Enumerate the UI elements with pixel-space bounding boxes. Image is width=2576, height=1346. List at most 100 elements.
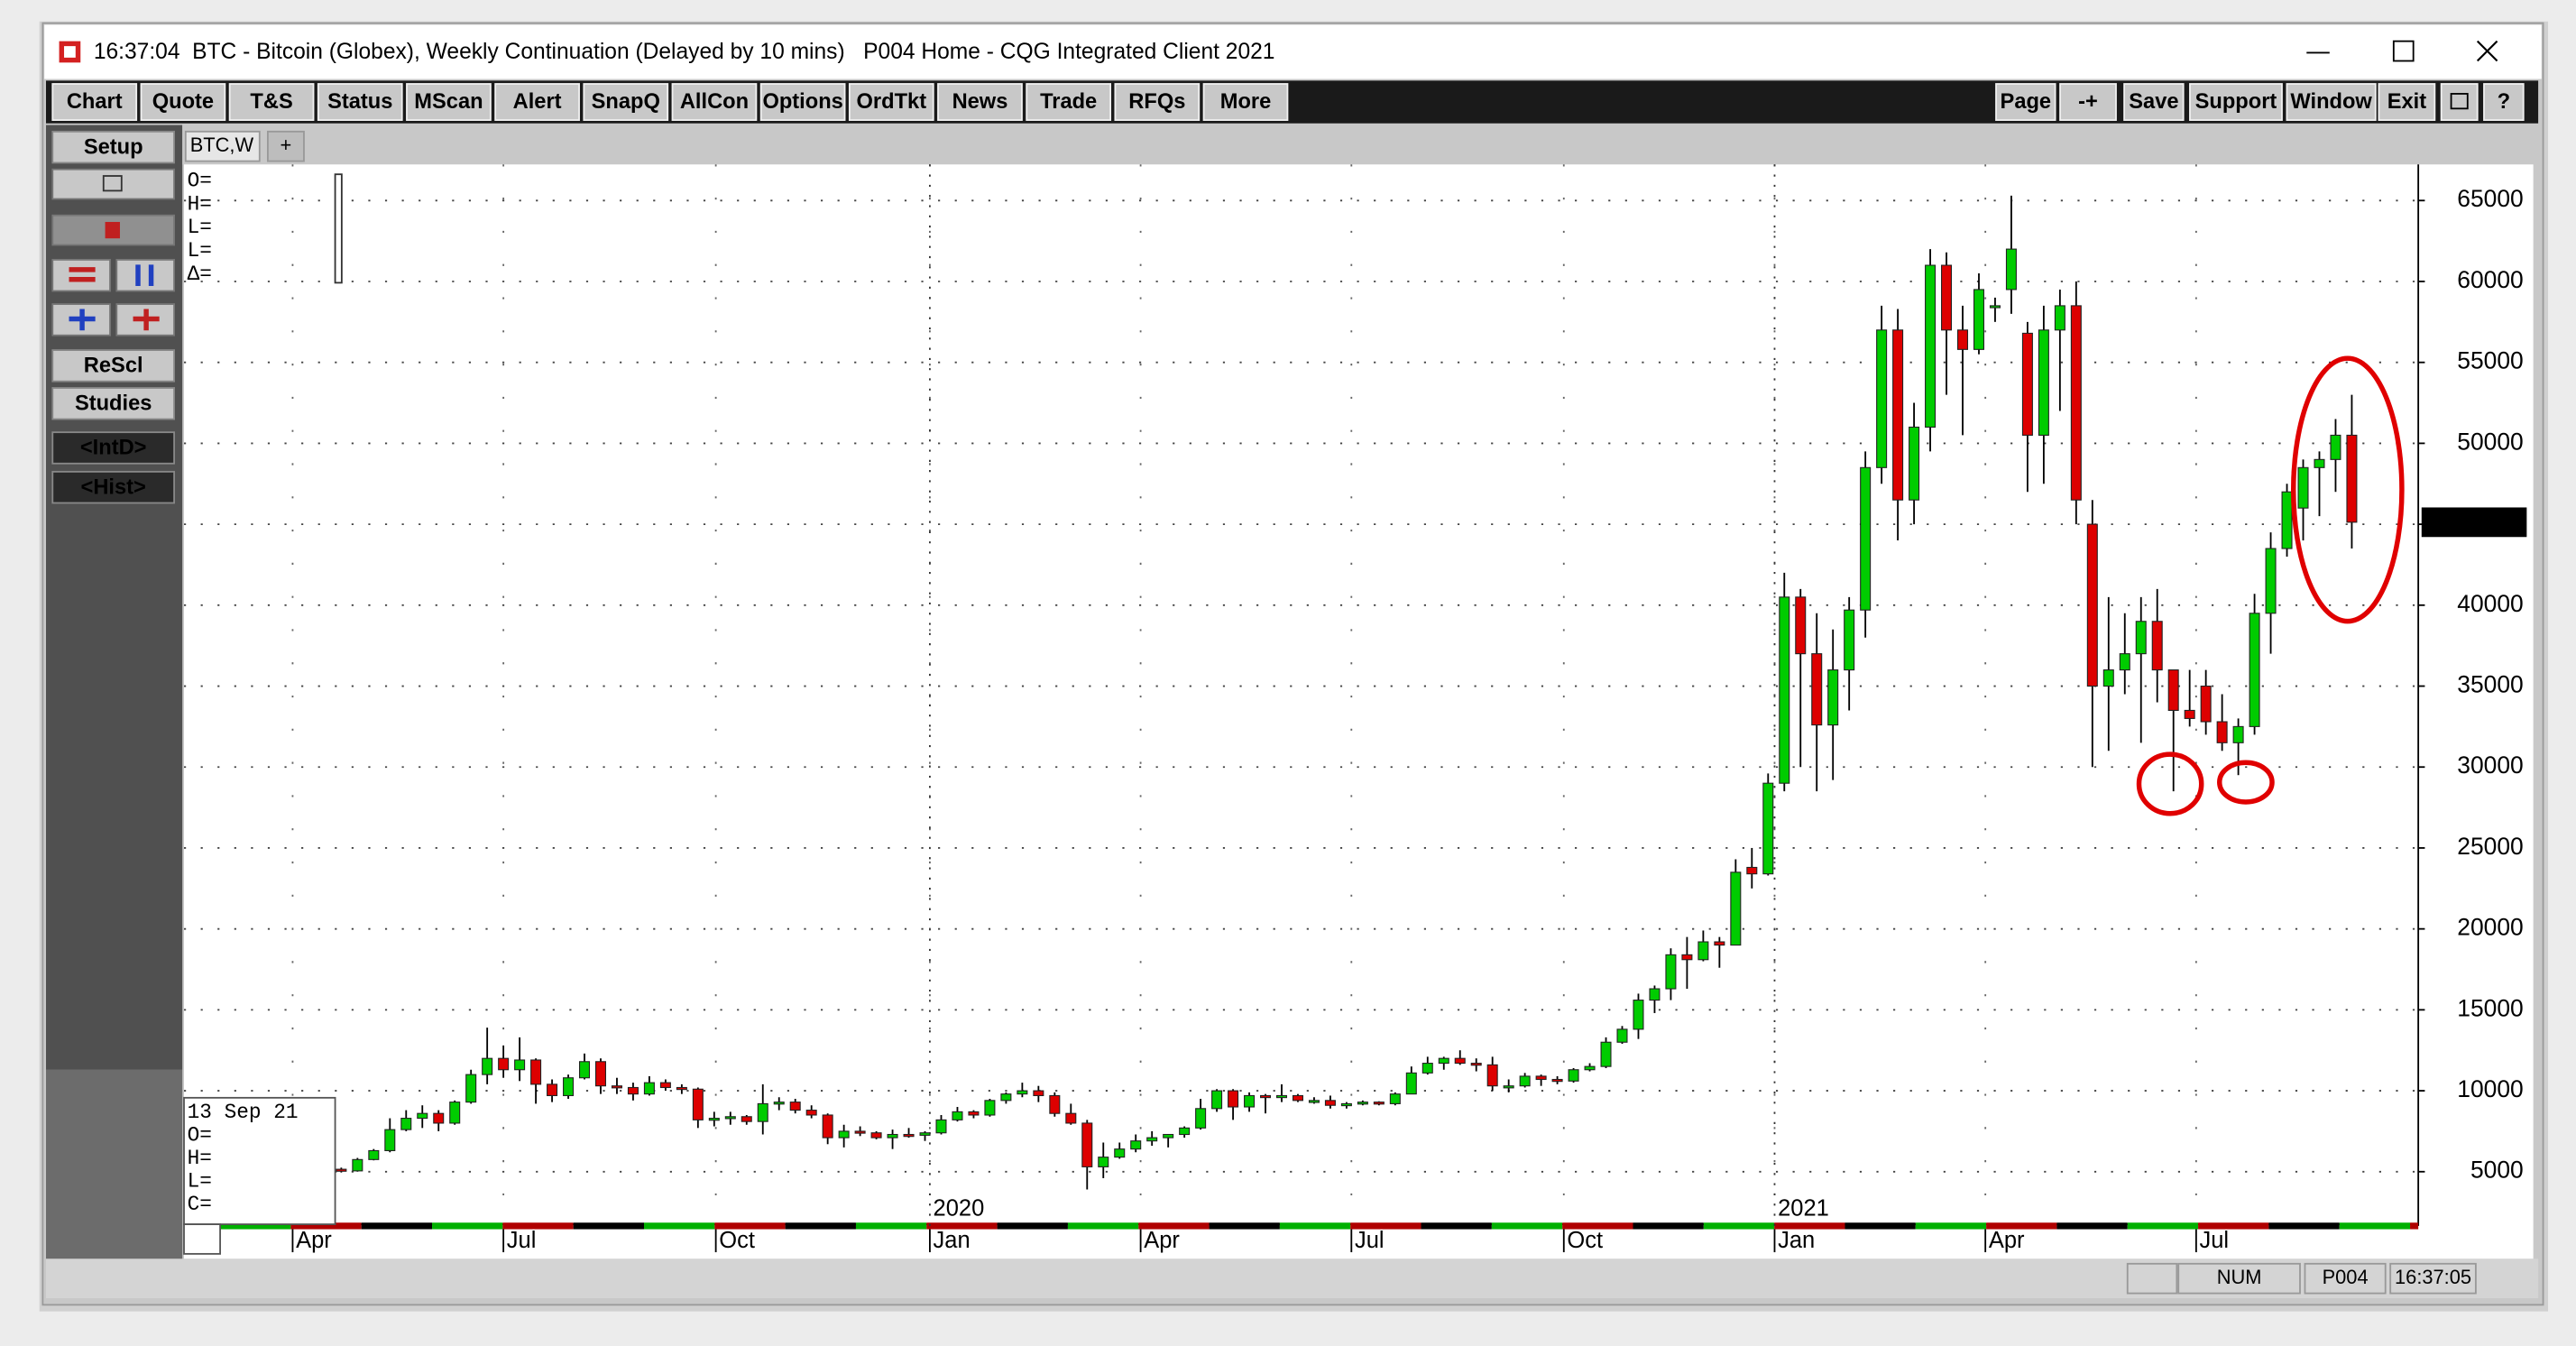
- toolbar-button[interactable]: [937, 83, 1023, 121]
- candle-body: [2346, 434, 2358, 523]
- info-field: L=: [188, 216, 212, 239]
- candle-body: [1179, 1127, 1191, 1136]
- candle-body: [2038, 329, 2049, 436]
- toolbar-button[interactable]: [1995, 83, 2056, 121]
- candle-body: [1454, 1057, 1466, 1065]
- side-button[interactable]: [51, 130, 175, 164]
- candle-body: [2102, 669, 2114, 687]
- y-tick-label: 5000: [2470, 1157, 2524, 1184]
- candle-body: [336, 1168, 347, 1172]
- candle-body: [1746, 866, 1758, 875]
- plot: 5000 10000 15000 20000 25000 30000 35000 40000 4…: [184, 164, 2527, 1253]
- toolbar-button[interactable]: [2123, 83, 2185, 121]
- toolbar-button[interactable]: [583, 83, 669, 121]
- app-icon-inner: [64, 46, 76, 58]
- axis-band: [2268, 1222, 2340, 1230]
- candle-body: [1892, 329, 1904, 501]
- candle-body: [643, 1082, 655, 1095]
- tab[interactable]: [184, 130, 261, 162]
- candle-body: [1860, 466, 1872, 611]
- info-marker: [334, 173, 343, 284]
- axis-band: [1915, 1222, 1987, 1230]
- toolbar-button[interactable]: [2189, 83, 2283, 121]
- toolbar-button-label: Trade: [1040, 90, 1097, 114]
- candle-body: [2086, 523, 2098, 687]
- axis-band: [1067, 1222, 1139, 1230]
- axis-band: [1421, 1222, 1492, 1230]
- status-cell: [2389, 1262, 2477, 1295]
- axis-band: [220, 1222, 291, 1230]
- scroll-left-button[interactable]: [51, 259, 111, 292]
- annotation-circle: [2217, 760, 2275, 805]
- toolbar-button[interactable]: [848, 83, 934, 121]
- toolbar-button-label: Quote: [152, 90, 214, 114]
- axis-band: [1774, 1222, 1845, 1230]
- side-button[interactable]: [51, 470, 175, 504]
- axis-band: [2056, 1222, 2128, 1230]
- status-cell: [2304, 1262, 2387, 1295]
- candle-body: [1308, 1100, 1320, 1103]
- candle-body: [2330, 434, 2341, 460]
- candle-body: [530, 1059, 542, 1085]
- axis-band: [2410, 1222, 2419, 1230]
- toolbar-button-label: More: [1220, 90, 1272, 114]
- axis-band: [1491, 1222, 1563, 1230]
- toolbar-button[interactable]: [2059, 83, 2117, 121]
- side-button-label: <IntD>: [80, 437, 147, 460]
- close-button[interactable]: [2476, 40, 2498, 62]
- toolbar-button[interactable]: [2378, 83, 2436, 121]
- candle-body: [1876, 329, 1888, 468]
- side-button[interactable]: [51, 431, 175, 465]
- candle-body: [1486, 1064, 1498, 1087]
- print-button[interactable]: [51, 168, 175, 200]
- side-button[interactable]: [51, 387, 175, 420]
- candle-body: [2054, 305, 2065, 331]
- info-date: 13 Sep 21: [188, 1101, 299, 1124]
- toolbar-button[interactable]: [494, 83, 580, 121]
- candle-body: [1438, 1057, 1449, 1065]
- toolbar-button[interactable]: [759, 83, 846, 121]
- x-tick-label: Oct: [1567, 1228, 1603, 1253]
- toolbar-button-label: AllCon: [680, 90, 749, 114]
- candle-body: [1973, 289, 1984, 350]
- axis-band: [432, 1222, 503, 1230]
- add-tab[interactable]: [266, 130, 305, 162]
- toolbar-button[interactable]: [1026, 83, 1112, 121]
- toolbar-button[interactable]: [1114, 83, 1201, 121]
- axis-band: [997, 1222, 1068, 1230]
- candle-body: [1584, 1065, 1596, 1071]
- toolbar-button[interactable]: [317, 83, 403, 121]
- candle-body: [1049, 1094, 1061, 1114]
- candle-body: [968, 1111, 980, 1116]
- candle-body: [1357, 1102, 1368, 1105]
- candle-body: [1665, 954, 1677, 990]
- candle-body: [352, 1158, 363, 1172]
- status-text: 16:37:05: [2395, 1266, 2471, 1288]
- candle-body: [1633, 1000, 1644, 1030]
- candle-body: [1649, 988, 1661, 1001]
- toolbar-button[interactable]: [51, 83, 138, 121]
- y-tick-label: 30000: [2457, 751, 2523, 779]
- toolbar-button[interactable]: [1202, 83, 1289, 121]
- toolbar-button[interactable]: [228, 83, 315, 121]
- toolbar-button-label: RFQs: [1128, 90, 1185, 114]
- y-tick-label: 15000: [2457, 994, 2523, 1021]
- x-tick-label: Oct: [719, 1228, 755, 1253]
- scroll-right-button[interactable]: [115, 259, 175, 292]
- side-button[interactable]: [51, 349, 175, 383]
- candle-body: [1260, 1094, 1272, 1099]
- candle-body: [789, 1102, 801, 1111]
- toolbar-button-label: Exit: [2387, 90, 2427, 114]
- candle-body: [1503, 1085, 1514, 1089]
- candle-body: [1909, 426, 1920, 501]
- candle-body: [805, 1110, 817, 1116]
- maximize-button[interactable]: [2392, 40, 2415, 62]
- toolbar-button[interactable]: [406, 83, 492, 121]
- info-box: [183, 1096, 336, 1225]
- toolbar-button[interactable]: [671, 83, 758, 121]
- toolbar-button[interactable]: [2483, 83, 2525, 121]
- toolbar-button[interactable]: [140, 83, 226, 121]
- toolbar-button[interactable]: [2286, 83, 2377, 121]
- toolbar-button-label: -+: [2078, 90, 2098, 114]
- toolbar-button[interactable]: [2440, 83, 2479, 121]
